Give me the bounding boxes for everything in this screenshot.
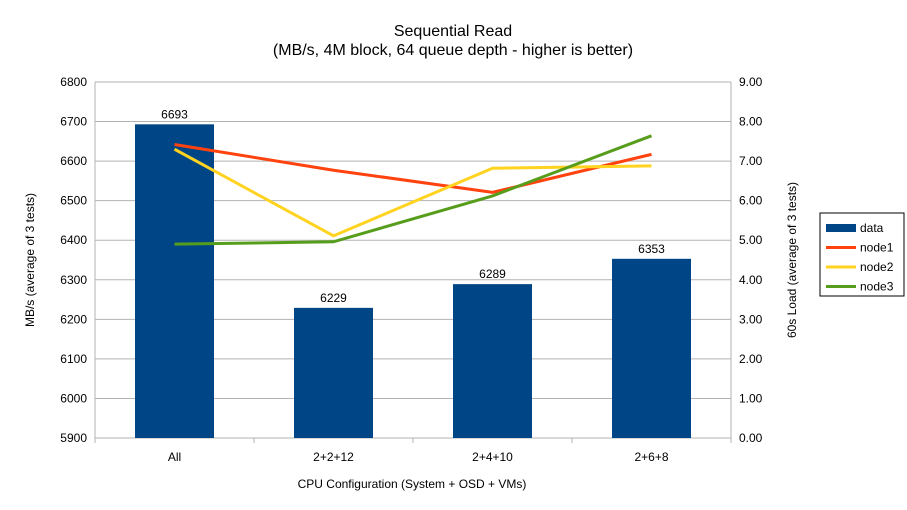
y2-tick-label: 0.00: [739, 431, 763, 445]
y-tick-label: 6300: [60, 273, 87, 287]
legend-label-node2: node2: [860, 260, 894, 274]
line-node1: [174, 143, 652, 194]
legend: data node1 node2 node3: [819, 212, 905, 297]
chart-subtitle: (MB/s, 4M block, 64 queue depth - higher…: [273, 42, 633, 59]
y2-tick-label: 8.00: [739, 115, 763, 129]
y-axis-label: MB/s (average of 3 tests): [23, 193, 37, 327]
x-tick-label: 2+4+10: [472, 450, 513, 464]
y-tick-label: 6200: [60, 312, 87, 326]
x-tick-label: 2+6+8: [634, 450, 668, 464]
legend-label-data: data: [860, 221, 884, 235]
y-tick-label: 5900: [60, 431, 87, 445]
bar-2+4+10: [453, 284, 532, 438]
line-node3: [174, 134, 653, 246]
x-tick-label: All: [168, 450, 181, 464]
data-label: 6693: [161, 107, 188, 121]
data-label: 6353: [638, 242, 665, 256]
bar-2+6+8: [612, 258, 691, 438]
y-tick-label: 6600: [60, 154, 87, 168]
y2-tick-label: 7.00: [739, 154, 763, 168]
bar-2+2+12: [294, 307, 373, 438]
chart-title: Sequential Read: [394, 23, 512, 40]
x-tick-label: 2+2+12: [313, 450, 354, 464]
y2-axis-label: 60s Load (average of 3 tests): [785, 182, 799, 338]
y2-tick-label: 2.00: [739, 352, 763, 366]
y-tick-label: 6800: [60, 75, 87, 89]
bar-All: [135, 124, 214, 438]
y2-tick-label: 3.00: [739, 312, 763, 326]
y-tick-label: 6100: [60, 352, 87, 366]
y-tick-label: 6400: [60, 233, 87, 247]
y-tick-label: 6500: [60, 194, 87, 208]
legend-label-node3: node3: [860, 280, 894, 294]
y-tick-label: 6000: [60, 391, 87, 405]
legend-label-node1: node1: [860, 241, 894, 255]
y2-tick-label: 6.00: [739, 194, 763, 208]
x-axis-label: CPU Configuration (System + OSD + VMs): [298, 477, 527, 491]
y2-tick-label: 5.00: [739, 233, 763, 247]
y2-tick-label: 1.00: [739, 391, 763, 405]
y2-tick-label: 9.00: [739, 75, 763, 89]
y2-tick-label: 4.00: [739, 273, 763, 287]
legend-swatch-data: [826, 224, 856, 232]
data-label: 6289: [479, 267, 506, 281]
y-tick-label: 6700: [60, 115, 87, 129]
data-label: 6229: [320, 291, 347, 305]
